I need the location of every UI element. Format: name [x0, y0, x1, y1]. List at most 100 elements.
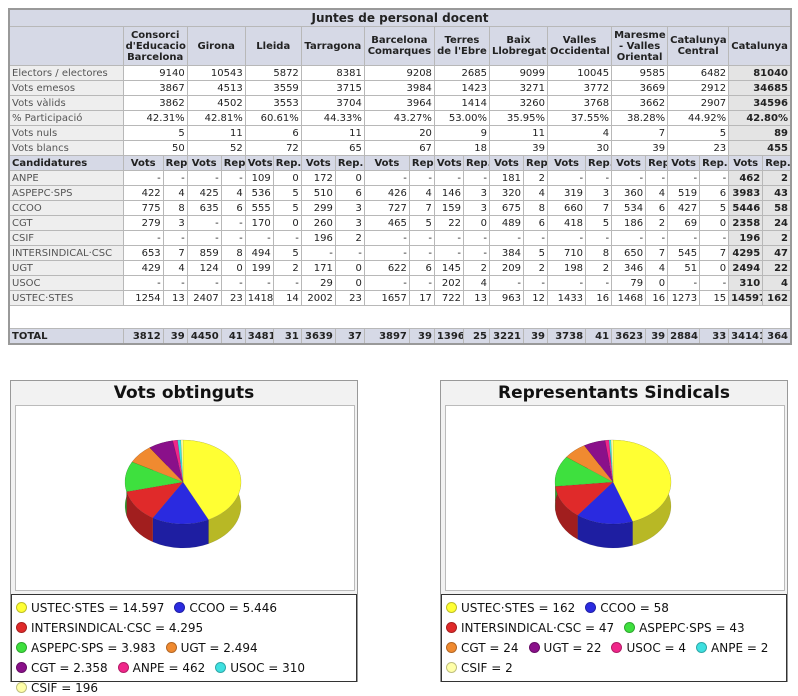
row-label: CCOO	[8, 200, 124, 216]
sub-header: Vots	[300, 155, 336, 171]
cell: 8381	[300, 65, 365, 81]
cell: -	[645, 170, 669, 186]
legend-item: CGT = 2.358	[16, 659, 108, 676]
row-label: USOC	[8, 275, 124, 291]
cell: 675	[488, 200, 525, 216]
legend-item: USOC = 310	[215, 659, 305, 676]
cell: 20	[363, 125, 435, 141]
cell: 3260	[488, 95, 549, 111]
cell: 2	[334, 230, 365, 246]
cell: -	[667, 170, 701, 186]
chart-title: Vots obtinguts	[113, 383, 255, 403]
corner-cell	[8, 26, 124, 66]
cell: 4502	[186, 95, 246, 111]
cell: 30	[547, 140, 613, 156]
cell: 319	[547, 185, 587, 201]
legend-swatch	[16, 622, 27, 633]
total-row: TOTAL 3812 39 4450 41 3481 31 3639 37 3897 39 1396 2…	[8, 328, 792, 345]
cell: -	[162, 230, 188, 246]
cell: 3221	[488, 328, 525, 345]
legend-swatch	[446, 602, 457, 613]
cell: 7	[611, 125, 669, 141]
legend-label: ANPE = 2	[711, 640, 769, 655]
table-title: Juntes de personal docent	[8, 8, 792, 27]
cell: 34685	[728, 80, 792, 96]
cell: 3639	[300, 328, 336, 345]
cell: 5872	[244, 65, 302, 81]
candidature-row: INTERSINDICAL·CSC 653 7 859 8 494 5- - - - - -384 5 7…	[8, 245, 792, 261]
cell: 181	[488, 170, 525, 186]
cell: 3662	[611, 95, 669, 111]
cell: 72	[244, 140, 302, 156]
cell: 6	[334, 185, 365, 201]
cell: 124	[186, 260, 222, 276]
chart-panel: Representants Sindicals USTEC·STES = 162…	[440, 380, 788, 682]
legend-swatch	[165, 642, 177, 653]
cell: 2	[462, 260, 490, 276]
cell: -	[522, 230, 549, 246]
cell: 13	[162, 290, 188, 306]
cell: 4	[162, 185, 188, 201]
cell: 260	[300, 215, 336, 231]
cell: 47	[762, 245, 792, 261]
cell: 364	[762, 328, 792, 345]
legend-label: INTERSINDICAL·CSC = 4.295	[31, 620, 204, 635]
legend: USTEC·STES = 162 CCOO = 58 INTERSINDICAL·C…	[441, 594, 787, 682]
sub-header: Vots	[728, 155, 764, 171]
chart-panel: Vots obtinguts USTEC·STES = 14.597 CCOO =…	[10, 380, 358, 695]
cell: 186	[611, 215, 647, 231]
cell: 39	[645, 328, 669, 345]
cell: 14	[272, 290, 302, 306]
pie-slice	[124, 461, 184, 492]
candidature-row: CGT 279 3- -170 0 260 3 465 5 22 0 489 6 418 5 186 2 69 0 2…	[8, 215, 792, 231]
cell: -	[162, 170, 188, 186]
column-header: Maresme - Valles Oriental	[611, 26, 669, 66]
sub-header: Vots	[186, 155, 222, 171]
cell: -	[585, 170, 613, 186]
cell: -	[162, 275, 188, 291]
cell: 3964	[363, 95, 435, 111]
legend-label: USTEC·STES = 162	[461, 600, 576, 615]
cell: 4	[762, 275, 792, 291]
cell: 23	[667, 140, 730, 156]
row-label: ASPEPC·SPS	[8, 185, 124, 201]
legend-swatch	[174, 602, 186, 613]
legend-label: ASPEPC·SPS = 3.983	[31, 640, 156, 655]
cell: 660	[547, 200, 587, 216]
cell: 58	[762, 200, 792, 216]
cell: 426	[363, 185, 410, 201]
cell: 13	[462, 290, 490, 306]
cell: -	[547, 170, 587, 186]
cell: 6	[244, 125, 302, 141]
row-label: Vots blancs	[8, 140, 124, 156]
cell: 109	[244, 170, 274, 186]
cell: 0	[334, 170, 365, 186]
cell: 3772	[547, 80, 613, 96]
cell: 38.28%	[611, 110, 669, 126]
cell: 44.33%	[300, 110, 365, 126]
cell: -	[585, 230, 613, 246]
legend-label: USOC = 310	[230, 660, 306, 675]
cell: 727	[363, 200, 410, 216]
row-label: Vots emesos	[8, 80, 124, 96]
cell: -	[363, 275, 410, 291]
cell: -	[522, 275, 549, 291]
cell: 11	[186, 125, 246, 141]
cell: 510	[300, 185, 336, 201]
cell: -	[122, 230, 164, 246]
legend-item: CGT = 24	[446, 639, 519, 656]
cell: -	[699, 230, 730, 246]
sub-header: Vots	[363, 155, 410, 171]
column-header: Baix Llobregat	[488, 26, 549, 66]
cell: -	[408, 170, 435, 186]
legend-label: ANPE = 462	[132, 660, 206, 675]
row-label: Electors / electores	[8, 65, 124, 81]
cell: 545	[667, 245, 701, 261]
legend-swatch	[624, 622, 636, 633]
sub-header: Vots	[547, 155, 587, 171]
cell: 519	[667, 185, 701, 201]
cell: 418	[547, 215, 587, 231]
cell: 4450	[186, 328, 222, 345]
cell: 25	[462, 328, 490, 345]
